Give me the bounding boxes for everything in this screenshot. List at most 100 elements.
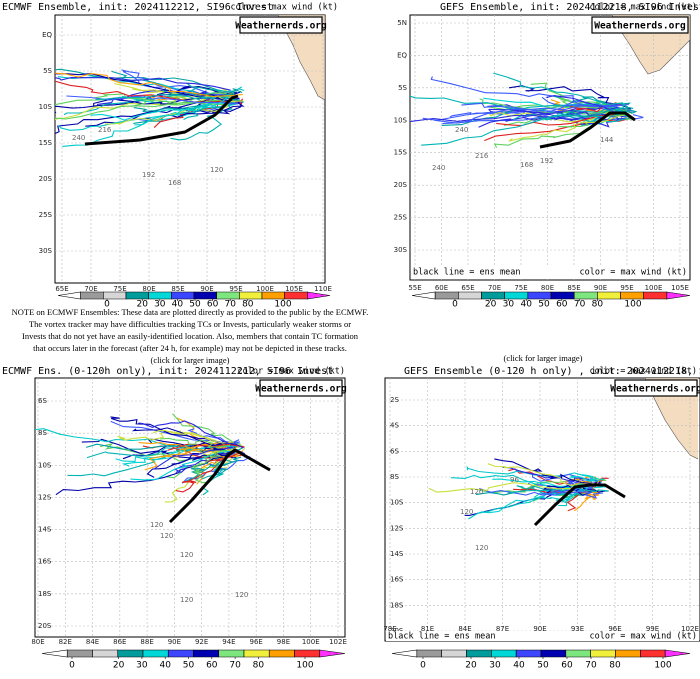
hour-label: 144: [600, 136, 614, 144]
ensemble-track: [493, 72, 625, 111]
hour-label: 120: [460, 508, 473, 516]
hour-label: 120: [210, 166, 223, 174]
colorbar-segment: [66, 649, 93, 658]
colorbar-segment: [527, 291, 552, 300]
ensemble-track: [131, 427, 226, 451]
hour-label: 216: [475, 152, 489, 160]
colorbar-label: 60: [561, 661, 573, 671]
colorbar-segment: [416, 649, 442, 658]
lat-label: 10S: [390, 499, 404, 507]
lat-label: 30S: [394, 246, 408, 254]
lon-label: 75E: [113, 285, 126, 293]
colorbar-segment: [640, 649, 666, 658]
lon-label: 100E: [256, 285, 274, 293]
ensemble-mean: [539, 111, 636, 149]
legend-note: color = max wind (kt): [590, 632, 697, 642]
colorbar-label: 20: [465, 661, 477, 671]
colorbar-segment: [504, 291, 529, 300]
lon-label: 84E: [458, 625, 471, 633]
watermark-box: [614, 379, 698, 397]
lon-label: 84E: [86, 638, 99, 646]
colorbar-label: 80: [592, 300, 604, 310]
colorbar-segment: [294, 649, 321, 658]
land: [644, 378, 698, 460]
lat-label: 20S: [39, 175, 53, 183]
tracks: [35, 413, 251, 503]
lon-label: 96E: [250, 638, 263, 646]
click-note[interactable]: (click for larger image): [504, 353, 583, 363]
colorbar-label: 40: [172, 300, 184, 310]
lon-label: 85E: [171, 285, 184, 293]
lat-label: 18S: [390, 601, 404, 609]
lon-label: 110E: [314, 285, 332, 293]
lat-label: 14S: [38, 526, 52, 534]
colorbar-label: 100: [296, 661, 313, 671]
map-area: [54, 14, 326, 284]
mean-note: black line = ens mean: [388, 632, 495, 642]
ensemble-track: [55, 77, 231, 91]
colorbar-segment: [125, 291, 149, 300]
colorbar-segment: [590, 649, 616, 658]
lat-label: 15S: [39, 139, 53, 147]
colorbar-segment: [57, 291, 81, 300]
hour-label: 120: [150, 521, 163, 529]
colorbar-label: 50: [183, 661, 195, 671]
ensemble-track: [187, 428, 236, 445]
lat-label: 5N: [397, 19, 407, 27]
lat-label: 25S: [39, 211, 53, 219]
lon-label: 80E: [541, 284, 554, 292]
ensemble-track: [172, 413, 235, 444]
lat-label: 10S: [39, 103, 53, 111]
note-bg: [411, 267, 689, 277]
colorbar-segment: [92, 649, 119, 658]
lat-label: 2S: [390, 396, 399, 404]
watermark: Weathernerds.org: [235, 21, 327, 32]
map-panel: 2S4S6S8S10S12S14S16S18S20S78E81E84E87E90…: [383, 366, 700, 671]
map-area: [384, 377, 700, 642]
lon-label: 98E: [277, 638, 290, 646]
colorbar-label: 20: [485, 300, 497, 310]
colorbar-label: 100: [624, 300, 641, 310]
lon-label: 55E: [408, 284, 421, 292]
colorbar-label: 0: [420, 661, 426, 671]
ensemble-track: [468, 485, 592, 520]
hour-label: 168: [520, 161, 533, 169]
ensemble-track: [160, 437, 231, 448]
hour-label: 96: [510, 476, 519, 484]
lat-label: 5S: [398, 84, 407, 92]
hour-label: 120: [470, 488, 483, 496]
legend-note: color = max wind (kt): [590, 3, 697, 13]
note-line: that occurs later in the forecast (after…: [33, 343, 347, 353]
colorbar-label: 30: [136, 661, 148, 671]
colorbar-segment: [434, 291, 459, 300]
colorbar-segment: [458, 291, 482, 300]
ensemble-track: [569, 474, 604, 483]
lat-label: 5S: [43, 67, 52, 75]
hour-label: 120: [180, 551, 193, 559]
lat-label: 16S: [390, 576, 404, 584]
ensemble-track: [430, 76, 635, 113]
colorbar-segment: [307, 291, 331, 300]
colorbar-label: 80: [253, 661, 265, 671]
colorbar-segment: [481, 291, 505, 300]
colorbar-segment: [573, 291, 598, 300]
lat-label: 8S: [38, 429, 47, 437]
legend-note: color = max wind (kt): [580, 268, 687, 278]
ensemble-track: [508, 112, 630, 142]
lon-label: 70E: [84, 285, 97, 293]
ensemble-track: [541, 483, 599, 496]
click-note[interactable]: (click for larger image): [151, 355, 230, 365]
ensemble-track: [55, 68, 237, 95]
colorbar-segment: [515, 649, 542, 658]
colorbar-segment: [167, 649, 194, 658]
colorbar-segment: [664, 649, 691, 658]
map-panel: 5N EQ 5S 10S 15S 20S 25S 30S 55E 60E 65E 70E 75E 80E 8…: [394, 2, 700, 310]
colorbar-segment: [193, 649, 220, 658]
ensemble-track: [565, 104, 638, 118]
lon-label: 87E: [496, 625, 509, 633]
ensemble-track: [55, 91, 238, 135]
hour-label: 192: [142, 171, 155, 179]
lat-label: EQ: [397, 51, 407, 59]
note-line: The vortex tracker may have difficulties…: [29, 319, 351, 329]
